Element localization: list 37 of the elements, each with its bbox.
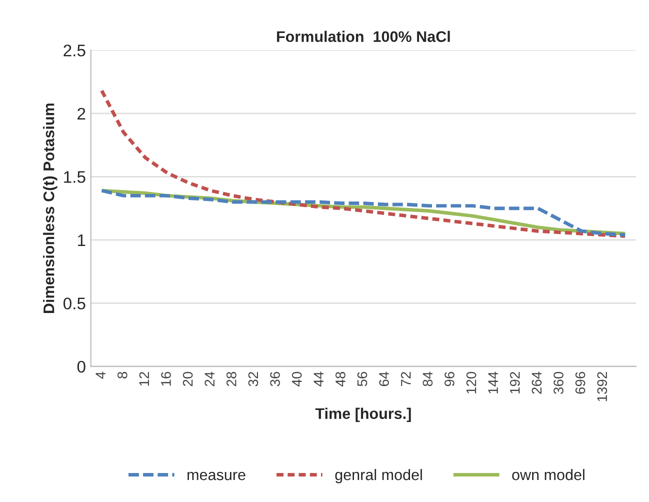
x-tick-label: 32 bbox=[248, 372, 258, 386]
x-tick-label: 20 bbox=[182, 372, 193, 386]
x-tick-label: 56 bbox=[357, 372, 368, 386]
y-tick-label: 1.5 bbox=[64, 171, 86, 183]
x-tick-label: 1392 bbox=[597, 372, 608, 402]
x-tick-label: 72 bbox=[400, 372, 411, 386]
x-tick-label: 40 bbox=[292, 372, 302, 386]
x-tick-label: 12 bbox=[139, 372, 149, 386]
y-tick-label: 2 bbox=[78, 108, 86, 120]
x-tick-label: 360 bbox=[554, 372, 564, 394]
x-tick-label: 16 bbox=[161, 372, 171, 386]
x-tick-label: 4 bbox=[96, 372, 106, 379]
x-axis-title: Time [hours.] bbox=[315, 408, 411, 422]
y-axis-title: Dimensionless C(t) Potasium bbox=[43, 104, 58, 313]
chart-title: Formulation 100% NaCl bbox=[277, 30, 450, 42]
x-tick-label: 36 bbox=[270, 372, 280, 386]
x-tick-label: 8 bbox=[117, 372, 128, 378]
legend-label: genral model bbox=[335, 468, 422, 484]
y-tick-label: 0 bbox=[77, 360, 86, 373]
x-tick-label: 84 bbox=[422, 372, 433, 386]
x-tick-label: 44 bbox=[314, 372, 324, 386]
x-tick-label: 696 bbox=[575, 372, 586, 394]
x-tick-label: 264 bbox=[532, 372, 542, 394]
y-tick-label: 0.5 bbox=[63, 298, 86, 310]
x-tick-label: 64 bbox=[379, 372, 389, 386]
x-tick-label: 24 bbox=[204, 372, 214, 386]
y-tick-label: 2.5 bbox=[64, 44, 86, 56]
x-tick-label: 28 bbox=[226, 372, 236, 386]
x-tick-label: 48 bbox=[336, 372, 346, 386]
y-tick-label: 1 bbox=[78, 234, 86, 246]
x-tick-label: 120 bbox=[466, 372, 476, 394]
x-tick-label: 96 bbox=[444, 372, 454, 386]
legend-label: measure bbox=[188, 472, 246, 480]
x-tick-label: 192 bbox=[510, 372, 520, 394]
line-series bbox=[100, 88, 627, 238]
legend-label: own model bbox=[512, 468, 584, 480]
x-tick-label: 144 bbox=[488, 372, 498, 394]
